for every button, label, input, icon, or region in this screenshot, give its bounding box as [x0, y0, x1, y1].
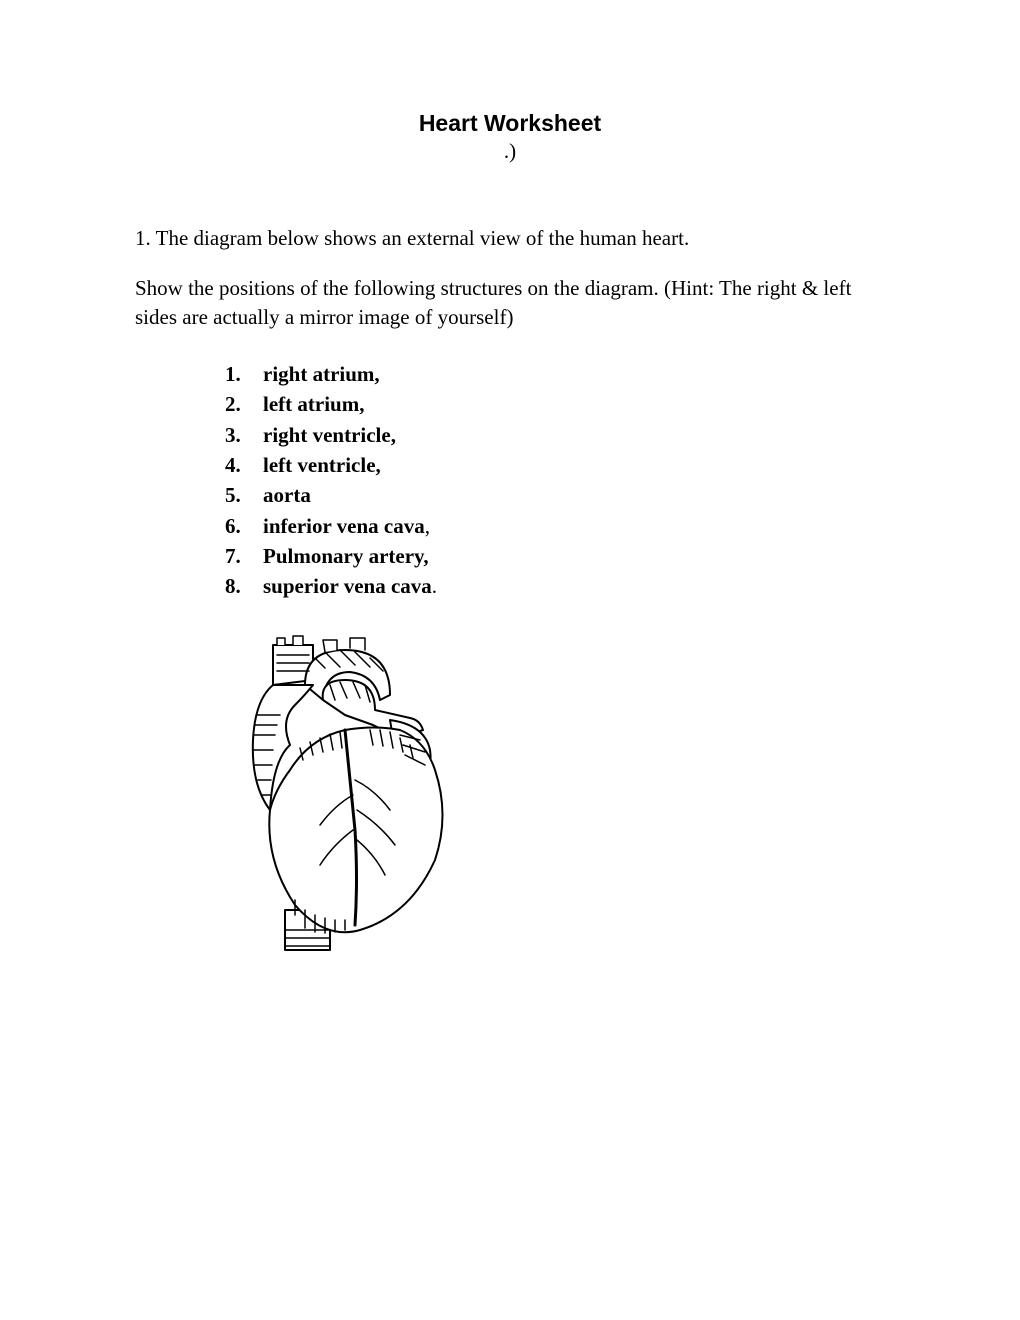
question-1: 1. The diagram below shows an external v…: [135, 224, 885, 252]
list-item: 6. inferior vena cava,: [225, 513, 885, 540]
list-item: 8. superior vena cava.: [225, 573, 885, 600]
list-item: 2. left atrium,: [225, 391, 885, 418]
heart-diagram-icon: [225, 630, 485, 960]
list-item-number: 5.: [225, 482, 263, 509]
list-item-label: left ventricle,: [263, 453, 381, 477]
list-item: 1. right atrium,: [225, 361, 885, 388]
heart-diagram-container: [225, 630, 885, 966]
list-item: 7. Pulmonary artery,: [225, 543, 885, 570]
worksheet-title-sub: .): [135, 139, 885, 164]
list-item-label: aorta: [263, 483, 311, 507]
list-item-label: Pulmonary artery,: [263, 544, 429, 568]
list-item-number: 7.: [225, 543, 263, 570]
list-item: 4. left ventricle,: [225, 452, 885, 479]
list-item-number: 3.: [225, 422, 263, 449]
list-item-suffix: ,: [425, 514, 430, 538]
list-item-label: superior vena cava: [263, 574, 432, 598]
list-item-label: right atrium,: [263, 362, 380, 386]
list-item-label: inferior vena cava: [263, 514, 425, 538]
instruction-text: Show the positions of the following stru…: [135, 274, 885, 331]
question-1-prefix: 1.: [135, 226, 156, 250]
list-item-number: 2.: [225, 391, 263, 418]
question-1-text: The diagram below shows an external view…: [156, 226, 690, 250]
list-item-number: 8.: [225, 573, 263, 600]
list-item: 5. aorta: [225, 482, 885, 509]
worksheet-title: Heart Worksheet: [135, 110, 885, 137]
list-item-number: 4.: [225, 452, 263, 479]
structure-list: 1. right atrium, 2. left atrium, 3. righ…: [225, 361, 885, 600]
list-item-number: 6.: [225, 513, 263, 540]
list-item-label: right ventricle,: [263, 423, 396, 447]
list-item-label: left atrium,: [263, 392, 364, 416]
list-item-suffix: .: [432, 574, 437, 598]
list-item: 3. right ventricle,: [225, 422, 885, 449]
list-item-number: 1.: [225, 361, 263, 388]
